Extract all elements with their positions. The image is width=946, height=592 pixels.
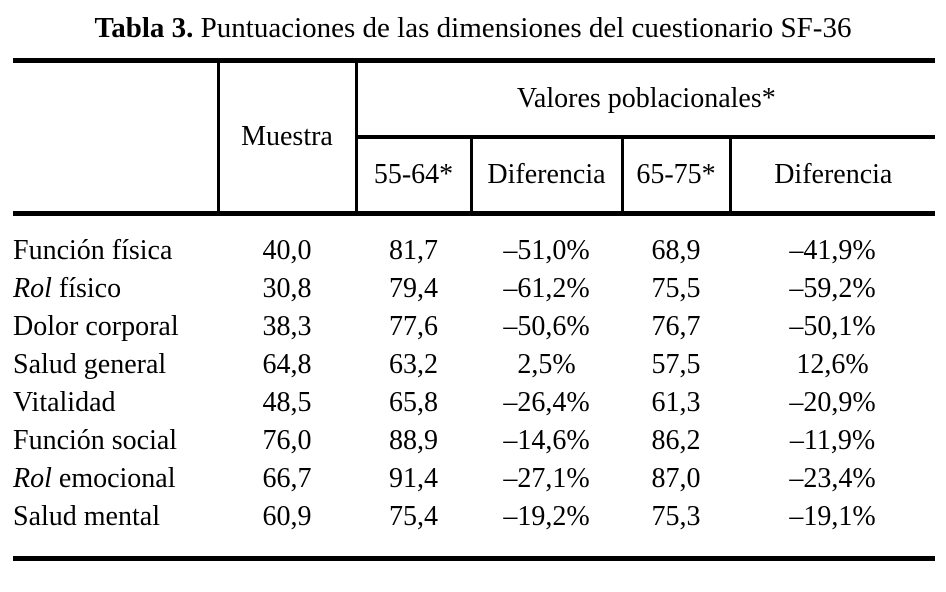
cell-diferencia-1: –14,6% bbox=[503, 425, 590, 456]
cell-65-75: 75,3 bbox=[651, 501, 701, 532]
row-label: Salud general bbox=[13, 346, 218, 384]
row-label-text: Vitalidad bbox=[13, 387, 116, 418]
row-label-text: Dolor corporal bbox=[13, 311, 179, 342]
row-label-text: Salud general bbox=[13, 349, 167, 380]
cell-65-75: 61,3 bbox=[651, 387, 701, 418]
column-header-valores-poblacionales: Valores poblacionales* bbox=[356, 60, 936, 139]
cell-diferencia-1: –50,6% bbox=[503, 311, 590, 342]
cell-diferencia-2: –11,9% bbox=[789, 425, 876, 456]
header-row-subcolumns: 55-64* Diferencia 65-75* Diferencia bbox=[13, 137, 936, 214]
column-header-55-64: 55-64* bbox=[373, 159, 454, 190]
cell-diferencia-1: 2,5% bbox=[517, 349, 576, 380]
cell-diferencia-2: –20,9% bbox=[789, 387, 876, 418]
table-header: Muestra Valores poblacionales* 55-64* Di… bbox=[13, 60, 936, 214]
cell-muestra: 40,0 bbox=[262, 235, 312, 266]
cell-diferencia-2: –50,1% bbox=[789, 311, 876, 342]
table-row-vitalidad: Vitalidad 48,5 65,8 –26,4% 61,3 –20,9% bbox=[13, 384, 935, 422]
cell-diferencia-1: –26,4% bbox=[503, 387, 590, 418]
cell-muestra: 76,0 bbox=[262, 425, 312, 456]
cell-65-75: 76,7 bbox=[651, 311, 701, 342]
row-label-text: Función social bbox=[13, 425, 178, 456]
row-label: Función física bbox=[13, 214, 218, 271]
cell-muestra: 30,8 bbox=[262, 273, 312, 304]
cell-55-64: 75,4 bbox=[389, 501, 438, 532]
cell-muestra: 64,8 bbox=[262, 349, 312, 380]
cell-55-64: 63,2 bbox=[389, 349, 438, 380]
cell-diferencia-1: –27,1% bbox=[503, 463, 590, 494]
cell-diferencia-2: –19,1% bbox=[789, 501, 876, 532]
table-row-dolor-corporal: Dolor corporal 38,3 77,6 –50,6% 76,7 –50… bbox=[13, 308, 935, 346]
table-body: Función física 40,0 81,7 –51,0% 68,9 –41… bbox=[13, 214, 935, 559]
row-label: Rol físico bbox=[13, 270, 218, 308]
cell-muestra: 66,7 bbox=[262, 463, 312, 494]
column-header-muestra: Muestra bbox=[218, 60, 358, 214]
corner-cell bbox=[13, 60, 220, 214]
cell-65-75: 87,0 bbox=[651, 463, 701, 494]
row-label-italic: Rol bbox=[13, 273, 52, 304]
column-header-diferencia-1: Diferencia bbox=[469, 137, 622, 214]
cell-65-75: 75,5 bbox=[651, 273, 701, 304]
row-label-text: Salud mental bbox=[13, 501, 160, 532]
row-label: Rol emocional bbox=[13, 460, 218, 498]
cell-55-64: 79,4 bbox=[389, 273, 438, 304]
cell-muestra: 48,5 bbox=[262, 387, 312, 418]
cell-diferencia-2: –41,9% bbox=[789, 235, 876, 266]
cell-diferencia-2: –23,4% bbox=[789, 463, 876, 494]
row-label-italic: Rol bbox=[13, 463, 52, 494]
table-title-number: Tabla 3. bbox=[94, 12, 194, 44]
column-header-diferencia-2: Diferencia bbox=[728, 137, 936, 214]
row-label-text: emocional bbox=[51, 463, 176, 494]
table-title-text: Puntuaciones de las dimensiones del cues… bbox=[193, 12, 852, 44]
cell-65-75: 57,5 bbox=[651, 349, 701, 380]
row-label-text: Función física bbox=[13, 235, 173, 266]
cell-diferencia-1: –19,2% bbox=[503, 501, 590, 532]
row-label: Dolor corporal bbox=[13, 308, 218, 346]
row-label: Vitalidad bbox=[13, 384, 218, 422]
cell-55-64: 91,4 bbox=[389, 463, 438, 494]
cell-muestra: 60,9 bbox=[262, 501, 312, 532]
header-row-group: Muestra Valores poblacionales* bbox=[13, 60, 936, 214]
table-row-rol-emocional: Rol emocional 66,7 91,4 –27,1% 87,0 –23,… bbox=[13, 460, 935, 498]
row-label: Salud mental bbox=[13, 498, 218, 559]
cell-diferencia-2: –59,2% bbox=[789, 273, 876, 304]
cell-diferencia-2: 12,6% bbox=[796, 349, 869, 380]
row-label: Función social bbox=[13, 422, 218, 460]
cell-muestra: 38,3 bbox=[262, 311, 312, 342]
cell-65-75: 86,2 bbox=[651, 425, 701, 456]
table-row-rol-fisico: Rol físico 30,8 79,4 –61,2% 75,5 –59,2% bbox=[13, 270, 935, 308]
cell-55-64: 88,9 bbox=[389, 425, 438, 456]
table-row-salud-general: Salud general 64,8 63,2 2,5% 57,5 12,6% bbox=[13, 346, 935, 384]
cell-diferencia-1: –61,2% bbox=[503, 273, 590, 304]
cell-55-64: 77,6 bbox=[389, 311, 438, 342]
row-label-text: físico bbox=[51, 273, 122, 304]
table-row-funcion-fisica: Función física 40,0 81,7 –51,0% 68,9 –41… bbox=[13, 214, 935, 271]
table-title: Tabla 3. Puntuaciones de las dimensiones… bbox=[0, 12, 946, 45]
table-row-funcion-social: Función social 76,0 88,9 –14,6% 86,2 –11… bbox=[13, 422, 935, 460]
table-row-salud-mental: Salud mental 60,9 75,4 –19,2% 75,3 –19,1… bbox=[13, 498, 935, 559]
cell-55-64: 65,8 bbox=[389, 387, 438, 418]
sf36-scores-table: Muestra Valores poblacionales* 55-64* Di… bbox=[13, 58, 936, 561]
cell-55-64: 81,7 bbox=[389, 235, 438, 266]
cell-diferencia-1: –51,0% bbox=[503, 235, 590, 266]
column-header-65-75: 65-75* bbox=[620, 137, 730, 214]
cell-65-75: 68,9 bbox=[651, 235, 701, 266]
